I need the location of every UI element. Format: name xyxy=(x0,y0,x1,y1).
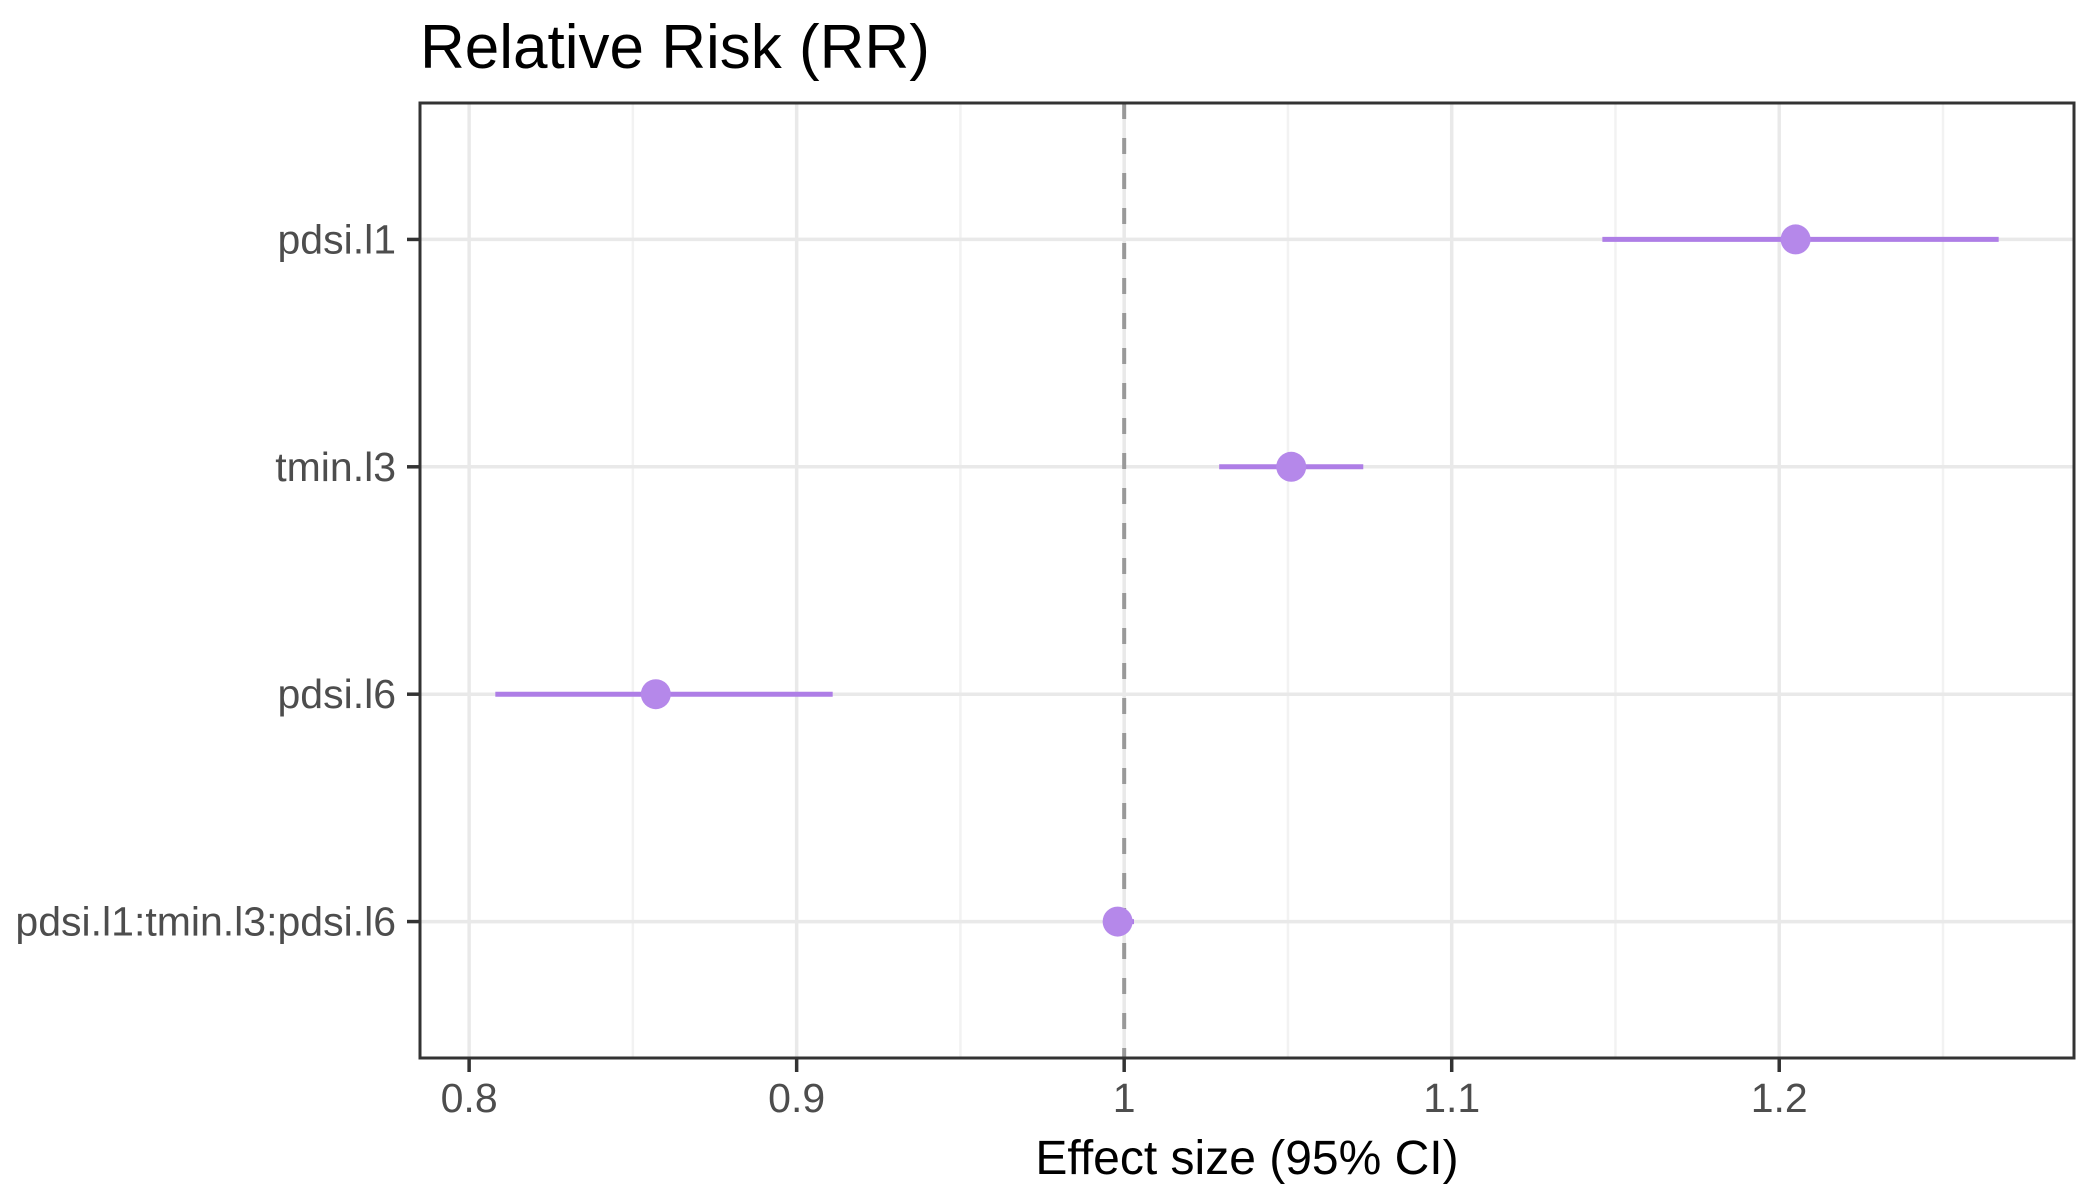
axes-layer: 0.8 0.9 1 1.1 1.2 pdsi.l1 tmin.l3 pdsi.l6 pdsi.l… xyxy=(15,216,1807,1121)
x-tick-label: 0.9 xyxy=(768,1075,825,1121)
estimate-point xyxy=(1780,224,1811,255)
estimate-point xyxy=(1102,906,1133,937)
panel-frame-layer xyxy=(418,101,2076,1060)
y-tick-label: pdsi.l1:tmin.l3:pdsi.l6 xyxy=(15,899,396,945)
panel-border xyxy=(418,101,2076,1060)
data-layer xyxy=(495,224,1999,937)
estimate-point xyxy=(1276,451,1307,482)
y-tick-label: pdsi.l6 xyxy=(277,671,396,717)
y-tick-label: pdsi.l1 xyxy=(277,216,396,262)
gridlines-layer xyxy=(420,103,2074,1058)
plot-title: Relative Risk (RR) xyxy=(420,13,930,82)
x-tick-label: 1 xyxy=(1113,1075,1136,1121)
x-tick-label: 1.2 xyxy=(1751,1075,1808,1121)
x-tick-label: 0.8 xyxy=(441,1075,498,1121)
y-tick-label: tmin.l3 xyxy=(275,444,396,490)
x-axis-title: Effect size (95% CI) xyxy=(1035,1132,1458,1185)
estimate-point xyxy=(640,679,671,710)
x-tick-label: 1.1 xyxy=(1423,1075,1480,1121)
